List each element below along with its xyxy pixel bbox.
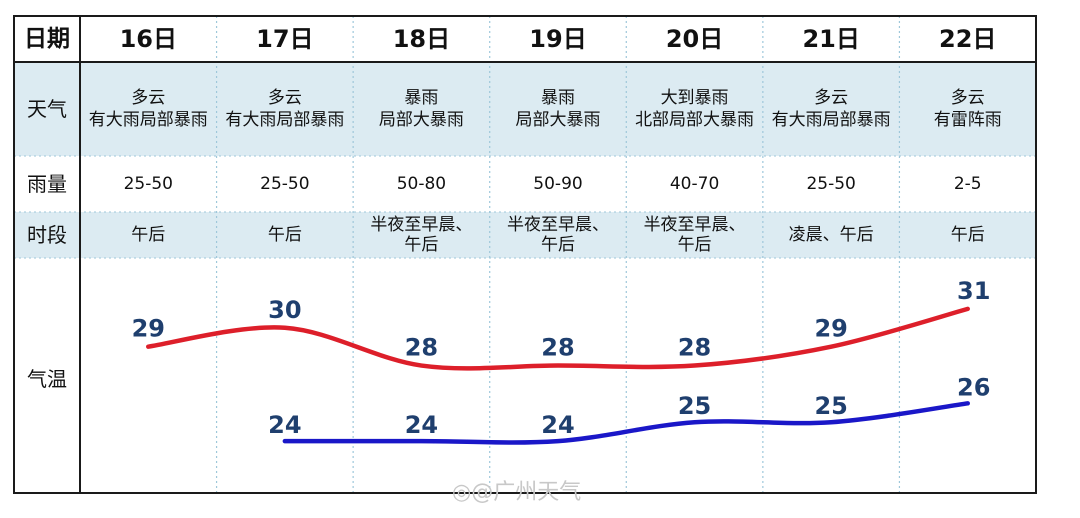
weather-cell: 多云 <box>268 88 302 108</box>
weather-cell: 暴雨 <box>541 88 575 108</box>
period-cell: 半夜至早晨、 <box>370 215 472 235</box>
weibo-watermark: ◎@广州天气 <box>452 474 581 506</box>
high-temp-label: 31 <box>957 277 990 305</box>
rain-cell: 50-80 <box>397 174 446 194</box>
period-cell: 半夜至早晨、 <box>507 215 609 235</box>
row-label-period: 时段 <box>27 223 67 247</box>
row-label-weather: 天气 <box>27 97 67 121</box>
rain-cell: 40-70 <box>670 174 719 194</box>
row-label-rain: 雨量 <box>27 172 67 196</box>
low-temp-label: 24 <box>405 411 438 439</box>
table-border <box>13 15 1037 494</box>
period-cell: 午后 <box>268 225 302 245</box>
date-header: 20日 <box>666 25 723 53</box>
period-cell: 午后 <box>404 235 438 255</box>
period-cell: 午后 <box>678 235 712 255</box>
watermark-text: @广州天气 <box>471 480 582 505</box>
date-header: 18日 <box>393 25 450 53</box>
low-temp-label: 25 <box>678 392 711 420</box>
weather-cell: 有大雨局部暴雨 <box>772 110 891 130</box>
period-cell: 午后 <box>951 225 985 245</box>
high-temp-label: 28 <box>405 334 438 362</box>
low-temp-label: 26 <box>957 373 990 401</box>
weather-cell: 多云 <box>814 88 848 108</box>
weather-cell: 北部局部大暴雨 <box>635 110 754 130</box>
weather-cell: 有大雨局部暴雨 <box>89 110 208 130</box>
low-temp-label: 24 <box>541 411 574 439</box>
weather-cell: 多云 <box>951 88 985 108</box>
rain-cell: 25-50 <box>806 174 855 194</box>
rain-cell: 25-50 <box>124 174 173 194</box>
row-label-temp: 气温 <box>27 367 67 391</box>
period-cell: 凌晨、午后 <box>789 225 874 245</box>
rain-cell: 50-90 <box>533 174 582 194</box>
date-header: 16日 <box>120 25 177 53</box>
high-temp-label: 29 <box>814 315 847 343</box>
weather-cell: 有雷阵雨 <box>934 110 1002 130</box>
date-header: 22日 <box>939 25 996 53</box>
rain-cell: 2-5 <box>954 174 982 194</box>
row-label-date: 日期 <box>24 26 70 52</box>
high-temp-label: 28 <box>541 334 574 362</box>
weather-cell: 局部大暴雨 <box>516 110 601 130</box>
low-temp-label: 25 <box>814 392 847 420</box>
rain-cell: 25-50 <box>260 174 309 194</box>
high-temp-line <box>146 306 970 371</box>
high-temp-label: 30 <box>268 296 301 324</box>
weather-cell: 大到暴雨 <box>661 88 729 108</box>
weather-cell: 局部大暴雨 <box>379 110 464 130</box>
high-temp-label: 29 <box>132 315 165 343</box>
date-header: 17日 <box>256 25 313 53</box>
low-temp-label: 24 <box>268 411 301 439</box>
weibo-icon: ◎ <box>452 480 472 505</box>
weather-cell: 暴雨 <box>404 88 438 108</box>
period-cell: 半夜至早晨、 <box>644 215 746 235</box>
period-cell: 午后 <box>541 235 575 255</box>
low-temp-line <box>282 401 970 445</box>
period-row-bg <box>14 212 1036 258</box>
weather-row-bg <box>14 62 1036 156</box>
weather-cell: 有大雨局部暴雨 <box>225 110 344 130</box>
period-cell: 午后 <box>131 225 165 245</box>
weather-cell: 多云 <box>131 88 165 108</box>
date-header: 21日 <box>802 25 859 53</box>
date-header: 19日 <box>529 25 586 53</box>
high-temp-label: 28 <box>678 334 711 362</box>
